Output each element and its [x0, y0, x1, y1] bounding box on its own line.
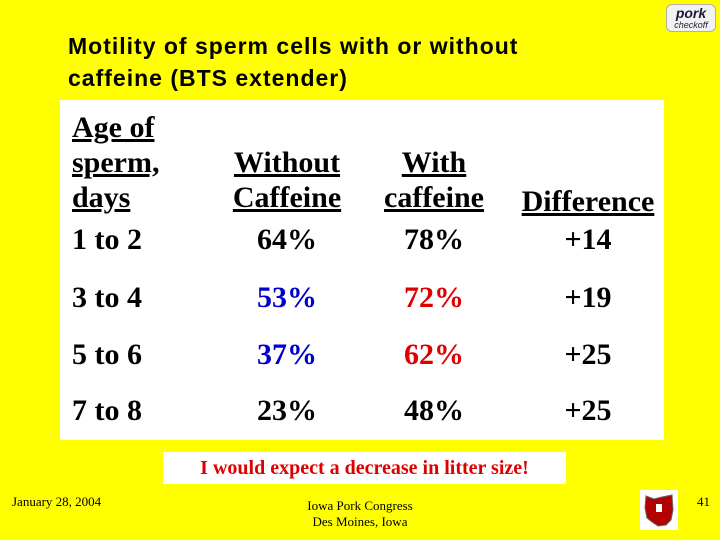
litter-size-note: I would expect a decrease in litter size…	[163, 452, 566, 484]
header-age-line-3: days	[72, 181, 131, 214]
header-age: Age of sperm, days	[72, 110, 159, 215]
row-2-age: 3 to 4	[72, 281, 142, 314]
state-shape-mark	[656, 504, 662, 512]
row-1-age: 1 to 2	[72, 223, 142, 256]
row-3-difference: +25	[564, 338, 612, 371]
motility-table: Age of sperm, days Without Caffeine With…	[60, 100, 664, 440]
header-difference-line-1: Difference	[521, 185, 655, 218]
row-2-without: 53%	[257, 281, 317, 314]
header-difference: Difference	[514, 184, 662, 219]
row-3-without: 37%	[257, 338, 317, 371]
header-age-line-2: sperm,	[72, 146, 160, 179]
row-4-with: 48%	[404, 394, 464, 427]
logo-text-top: pork	[675, 5, 707, 21]
footer-event: Iowa Pork Congress Des Moines, Iowa	[260, 498, 460, 530]
ohio-state-icon	[640, 490, 678, 530]
row-2-difference: +19	[564, 281, 612, 314]
row-2-with: 72%	[404, 281, 464, 314]
footer-event-line-2: Des Moines, Iowa	[312, 514, 408, 529]
row-3-with: 62%	[404, 338, 464, 371]
row-1-difference: +14	[564, 223, 612, 256]
row-3-age: 5 to 6	[72, 338, 142, 371]
slide-title-line-2: caffeine (BTS extender)	[68, 65, 348, 91]
footer-date: January 28, 2004	[12, 494, 102, 509]
pork-checkoff-logo: pork checkoff	[666, 4, 716, 32]
footer-event-line-1: Iowa Pork Congress	[307, 498, 413, 513]
row-4-difference: +25	[564, 394, 612, 427]
page-number: 41	[697, 494, 710, 509]
header-with-line-2: caffeine	[384, 181, 484, 214]
logo-text-bottom: checkoff	[674, 20, 708, 30]
header-without-line-1: Without	[233, 146, 341, 179]
header-without-caffeine: Without Caffeine	[222, 145, 352, 215]
header-age-line-1: Age of	[72, 111, 155, 144]
row-1-without: 64%	[257, 223, 317, 256]
row-4-age: 7 to 8	[72, 394, 142, 427]
header-with-line-1: With	[401, 146, 467, 179]
slide-title-line-1: Motility of sperm cells with or without	[68, 33, 519, 59]
header-without-line-2: Caffeine	[232, 181, 342, 214]
header-with-caffeine: With caffeine	[372, 145, 496, 215]
row-4-without: 23%	[257, 394, 317, 427]
slide-title: Motility of sperm cells with or without …	[68, 30, 668, 94]
row-1-with: 78%	[404, 223, 464, 256]
